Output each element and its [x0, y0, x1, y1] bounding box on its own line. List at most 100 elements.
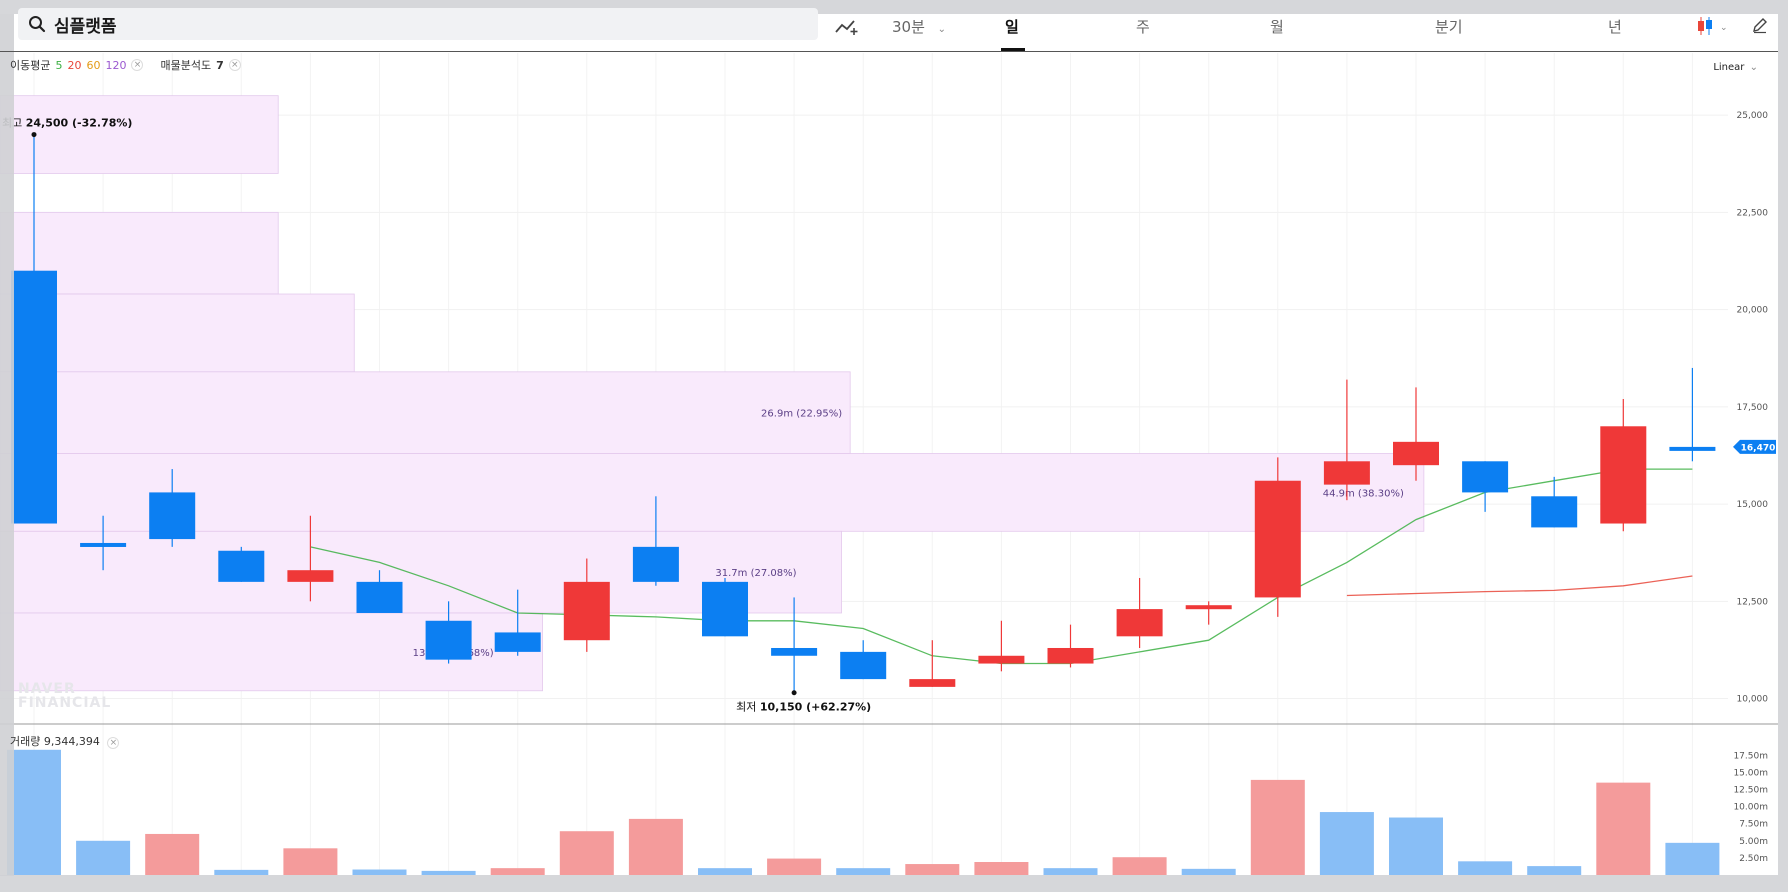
volume-bar — [1112, 857, 1167, 875]
volume-profile-label: 매물분석도 — [160, 59, 212, 72]
ma-period-120: 120 — [105, 58, 127, 72]
moving-average-line — [1346, 575, 1693, 597]
volume-bar — [559, 831, 614, 875]
tab-week[interactable]: 주 — [1136, 18, 1150, 36]
volume-bar — [1389, 817, 1443, 875]
volume-profile-bar — [0, 95, 279, 174]
tab-quarter[interactable]: 분기 — [1435, 18, 1463, 36]
chevron-down-icon: ⌄ — [1749, 62, 1758, 73]
candle-body — [494, 632, 541, 652]
y-tick-label: 12,500 — [1737, 597, 1769, 607]
candle-body — [840, 651, 887, 680]
volume-profile-label: 31.7m (27.08%) — [715, 568, 796, 579]
volume-profile-bar — [0, 371, 851, 454]
close-volume-icon[interactable]: × — [107, 737, 120, 749]
candle-body — [563, 581, 610, 641]
volume-bar — [767, 858, 822, 875]
volume-title: 거래량 9,344,394 × — [10, 733, 120, 749]
extreme-marker — [31, 132, 37, 138]
search-bar[interactable]: 심플랫폼 — [18, 8, 818, 40]
volume-bar — [421, 870, 476, 875]
candle-body — [1047, 647, 1094, 664]
volume-bar — [7, 749, 61, 875]
search-icon — [29, 16, 46, 33]
volume-bar — [1043, 868, 1098, 875]
candle-body — [1462, 461, 1509, 493]
extreme-label-value: 10,150 (+62.27%) — [760, 701, 871, 714]
volume-tick-label: 5.00m — [1739, 837, 1768, 847]
candle-body — [1531, 496, 1578, 528]
header-divider — [0, 51, 1778, 52]
interval-label: 30분 — [892, 18, 925, 36]
volume-profile-value: 7 — [216, 58, 224, 72]
ma-period-60: 60 — [86, 58, 101, 72]
candle-body — [218, 550, 265, 582]
svg-text:⌄: ⌄ — [1720, 23, 1728, 33]
extreme-label-value: 24,500 (-32.78%) — [26, 117, 133, 130]
search-query: 심플랫폼 — [54, 16, 117, 37]
window-frame-bottom — [0, 876, 1788, 892]
volume-bar — [1181, 868, 1236, 875]
y-tick-label: 10,000 — [1737, 695, 1769, 705]
candle-body — [702, 581, 748, 637]
candle-body — [1254, 480, 1301, 598]
indicator-legend: 이동평균 5 20 60 120 × 매물분석도 7 × — [10, 57, 241, 73]
y-tick-label: 22,500 — [1737, 208, 1769, 218]
y-tick-label: 25,000 — [1737, 111, 1769, 121]
volume-bar — [76, 840, 131, 875]
volume-bar — [836, 868, 891, 875]
close-profile-icon[interactable]: × — [228, 59, 241, 71]
candle-type-icon[interactable]: ⌄ — [1696, 16, 1730, 36]
candle-body — [771, 647, 818, 656]
candle-body — [425, 620, 472, 660]
chevron-down-icon: ⌄ — [937, 24, 947, 35]
candle-body — [1669, 446, 1716, 451]
candle-body — [632, 546, 679, 582]
scale-label: Linear — [1713, 62, 1745, 73]
volume-tick-label: 7.50m — [1739, 820, 1768, 830]
volume-tick-label: 12.50m — [1733, 785, 1768, 795]
extreme-label: 최고 24,500 (-32.78%) — [2, 117, 132, 130]
volume-bar — [1458, 861, 1513, 875]
candle-body — [356, 581, 403, 613]
volume-bar — [1665, 842, 1720, 875]
candle-body — [11, 270, 57, 524]
active-tab-indicator — [1001, 48, 1025, 51]
tab-month[interactable]: 월 — [1270, 18, 1284, 36]
volume-bar — [490, 868, 545, 875]
add-indicator-icon[interactable] — [835, 16, 861, 36]
moving-average-label: 이동평균 — [10, 59, 51, 72]
candle-body — [1393, 441, 1439, 466]
volume-bar — [1596, 782, 1651, 875]
y-tick-label: 20,000 — [1737, 306, 1769, 316]
volume-profile-bar — [0, 453, 1425, 532]
volume-tick-label: 2.50m — [1739, 854, 1768, 864]
window-frame-right — [1778, 0, 1788, 892]
volume-bar — [1527, 866, 1582, 875]
interval-select[interactable]: 30분 ⌄ — [892, 16, 946, 37]
volume-title-label: 거래량 — [10, 735, 41, 748]
ma-period-5: 5 — [55, 58, 63, 72]
draw-pencil-icon[interactable] — [1751, 16, 1769, 34]
close-ma-icon[interactable]: × — [131, 59, 144, 71]
volume-bar — [1250, 779, 1305, 875]
extreme-marker — [791, 690, 797, 696]
watermark-logo: NAVER FINANCIAL — [18, 682, 111, 710]
scale-select[interactable]: Linear ⌄ — [1713, 62, 1758, 73]
volume-tick-label: 15.00m — [1733, 768, 1768, 778]
candle-body — [287, 570, 334, 582]
y-tick-label: 15,000 — [1737, 500, 1769, 510]
volume-bar — [145, 833, 200, 875]
candle-body — [80, 542, 127, 547]
volume-bar — [698, 868, 752, 875]
volume-bar — [628, 818, 683, 875]
candle-body — [978, 655, 1025, 664]
tab-day[interactable]: 일 — [1005, 18, 1019, 36]
volume-tick-label: 10.00m — [1733, 803, 1768, 813]
tab-year[interactable]: 년 — [1608, 18, 1622, 36]
candle-body — [1323, 461, 1370, 485]
ma-period-20: 20 — [67, 58, 82, 72]
volume-bar — [214, 869, 269, 875]
